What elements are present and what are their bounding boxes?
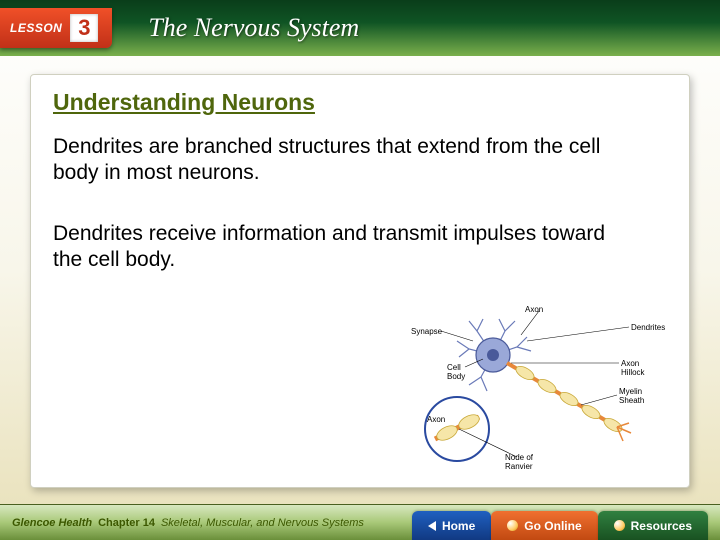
content-card: Understanding Neurons Dendrites are bran… xyxy=(30,74,690,488)
paragraph-1: Dendrites are branched structures that e… xyxy=(53,134,613,187)
slide-container: LESSON 3 The Nervous System Understandin… xyxy=(0,0,720,540)
nav-home-button[interactable]: Home xyxy=(412,511,491,540)
footer-chapter-label: Chapter 14 xyxy=(98,517,155,529)
lesson-number-box: 3 xyxy=(70,14,98,42)
nav-home-label: Home xyxy=(442,519,475,533)
label-dendrites: Dendrites xyxy=(631,323,665,332)
footer-citation: Glencoe Health Chapter 14 Skeletal, Musc… xyxy=(12,517,364,529)
footer-bar: Glencoe Health Chapter 14 Skeletal, Musc… xyxy=(0,504,720,540)
lesson-number: 3 xyxy=(78,15,90,41)
footer-nav: Home Go Online Resources xyxy=(412,505,708,540)
header-bar: LESSON 3 The Nervous System xyxy=(0,0,720,56)
nav-goonline-label: Go Online xyxy=(524,519,581,533)
footer-brand: Glencoe Health xyxy=(12,517,92,529)
label-axon-top: Axon xyxy=(525,305,543,314)
nav-resources-button[interactable]: Resources xyxy=(598,511,708,540)
header-title: The Nervous System xyxy=(148,13,359,43)
lesson-tab: LESSON 3 xyxy=(0,8,112,48)
label-cell-body: Cell Body xyxy=(447,363,475,381)
section-heading: Understanding Neurons xyxy=(53,89,667,116)
globe-icon xyxy=(507,520,518,531)
lesson-label: LESSON xyxy=(10,21,62,35)
resources-icon xyxy=(614,520,625,531)
label-node-ranvier: Node of Ranvier xyxy=(505,453,549,471)
nav-resources-label: Resources xyxy=(631,519,692,533)
home-arrow-icon xyxy=(428,521,436,531)
neuron-diagram: Axon Synapse Dendrites Cell Body Axon Hi… xyxy=(409,301,671,473)
footer-chapter-title: Skeletal, Muscular, and Nervous Systems xyxy=(161,517,364,529)
label-axon-inset: Axon xyxy=(427,415,445,424)
label-myelin-sheath: Myelin Sheath xyxy=(619,387,659,405)
nav-goonline-button[interactable]: Go Online xyxy=(491,511,597,540)
label-axon-hillock: Axon Hillock xyxy=(621,359,661,377)
label-synapse: Synapse xyxy=(411,327,442,336)
paragraph-2: Dendrites receive information and transm… xyxy=(53,221,613,274)
